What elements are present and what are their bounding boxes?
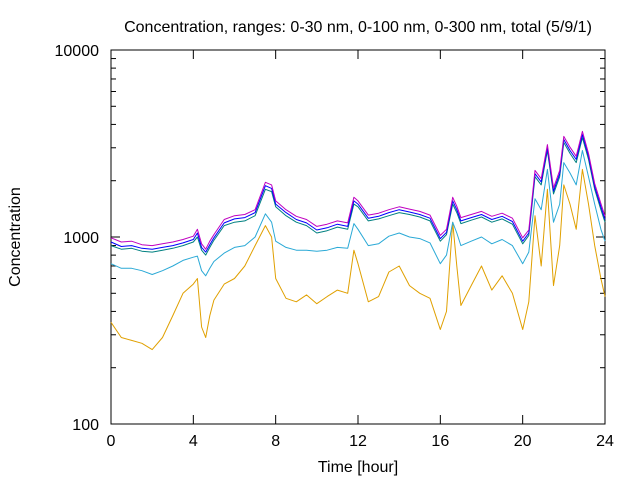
y-tick-label: 10000: [55, 43, 100, 60]
x-tick-label: 4: [189, 433, 198, 450]
y-tick-label: 1000: [63, 230, 99, 247]
y-tick-label: 100: [72, 417, 99, 434]
x-tick-label: 8: [271, 433, 280, 450]
series-line-5: [110, 130, 606, 250]
series-line-1: [110, 168, 606, 351]
series-line-4: [110, 134, 606, 253]
x-tick-label: 16: [431, 433, 449, 450]
x-tick-label: 24: [596, 433, 614, 450]
x-tick-label: 0: [107, 433, 116, 450]
y-axis-ticks: 100 1000 10000: [55, 43, 605, 434]
x-tick-label: 20: [514, 433, 532, 450]
x-axis-ticks: 0 4 8 12 16 20 24: [107, 50, 614, 450]
chart-title: Concentration, ranges: 0-30 nm, 0-100 nm…: [124, 19, 592, 36]
y-axis-title: Concentration: [7, 187, 24, 287]
x-axis-title: Time [hour]: [318, 459, 398, 476]
series-layer: [110, 130, 606, 351]
x-tick-label: 12: [349, 433, 367, 450]
series-line-2: [110, 150, 606, 277]
